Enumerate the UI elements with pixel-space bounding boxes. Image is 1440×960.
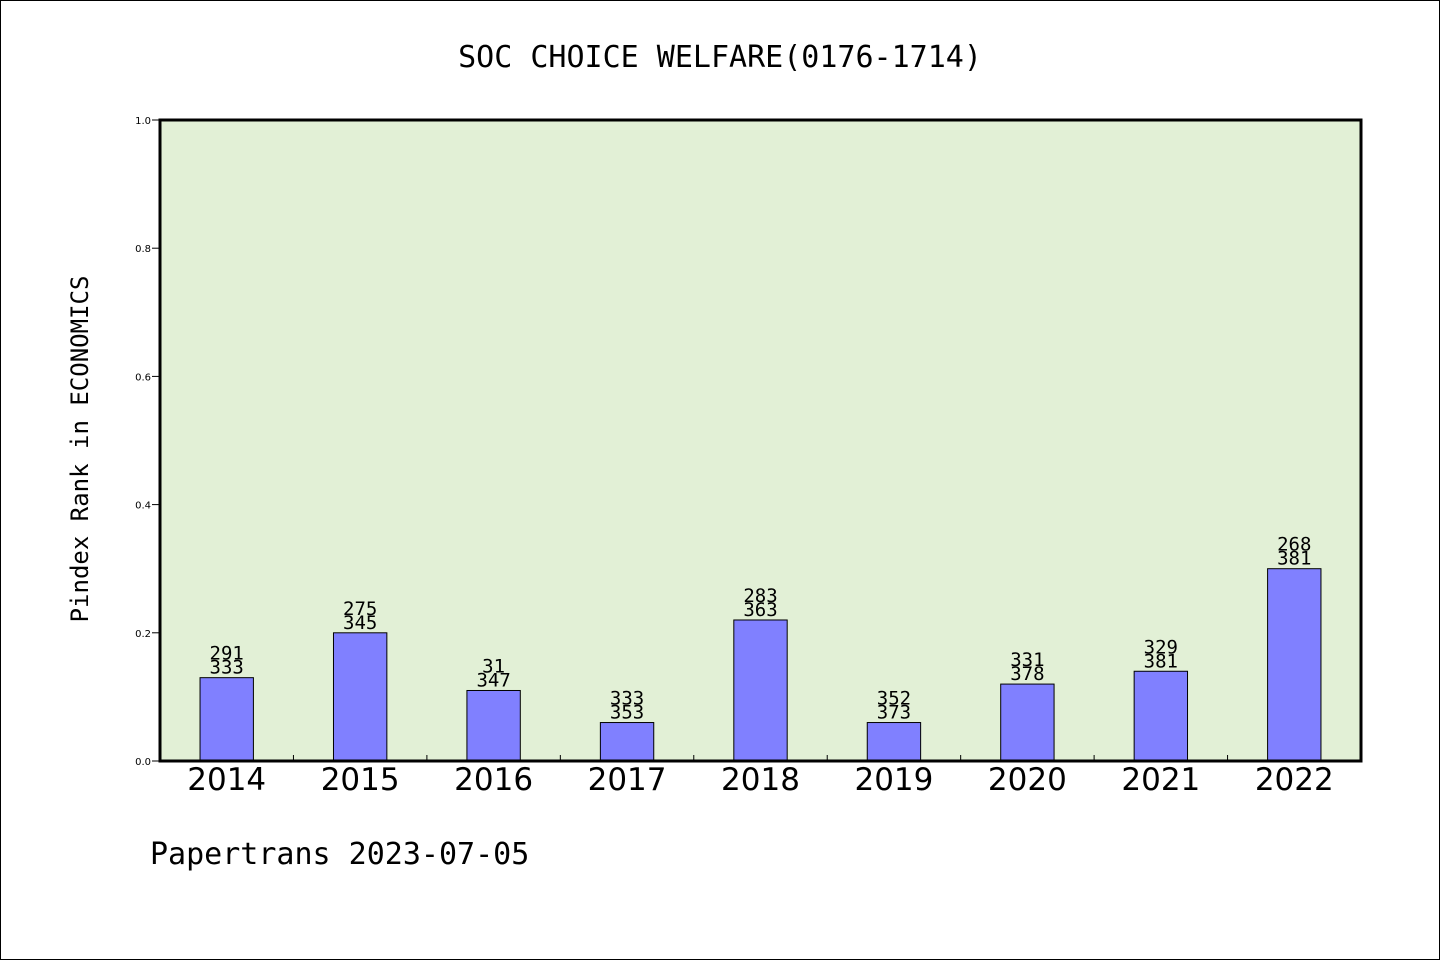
bar bbox=[1133, 670, 1189, 762]
x-tick-label: 2016 bbox=[454, 762, 533, 798]
bar-label-bottom: 381 bbox=[1144, 650, 1178, 672]
y-tick-label: 1.0 bbox=[135, 116, 151, 127]
y-tick-label: 0.8 bbox=[135, 244, 151, 255]
bar-label-top: 352 bbox=[877, 688, 911, 710]
bar-label-top: 291 bbox=[210, 643, 244, 665]
x-tick-label: 2020 bbox=[988, 762, 1067, 798]
bar-label-bottom: 345 bbox=[343, 612, 377, 634]
bar-label-bottom: 378 bbox=[1010, 663, 1044, 685]
bar bbox=[1000, 683, 1055, 762]
x-tick-label: 2018 bbox=[721, 762, 800, 798]
bar-label-bottom: 381 bbox=[1277, 548, 1311, 570]
y-tick-label: 0.2 bbox=[135, 629, 151, 640]
bar-label-top: 275 bbox=[343, 598, 377, 620]
bar-label-bottom: 333 bbox=[210, 657, 244, 679]
plot-border bbox=[158, 118, 1363, 763]
x-tick-label: 2019 bbox=[854, 762, 933, 798]
chart-title: SOC CHOICE WELFARE(0176-1714) bbox=[458, 40, 982, 75]
y-tick-label: 0.4 bbox=[135, 501, 151, 512]
x-tick-label: 2015 bbox=[321, 762, 400, 798]
bar bbox=[866, 722, 922, 762]
x-tick-label: 2021 bbox=[1121, 762, 1200, 798]
y-tick-label: 0.6 bbox=[135, 372, 151, 383]
x-axis: 2014 2015 2016 2017 2018 2019 2020 2021 2022 bbox=[187, 755, 1334, 798]
bar-label-top: 329 bbox=[1144, 636, 1178, 658]
bar bbox=[332, 632, 388, 762]
bar-label-top: 283 bbox=[743, 585, 777, 607]
bar-label-top: 333 bbox=[610, 688, 644, 710]
y-tick-label: 0.0 bbox=[135, 757, 151, 768]
bar-label-bottom: 363 bbox=[743, 599, 777, 621]
bar-label-top: 31 bbox=[482, 655, 505, 677]
bars: 2913332753453134733335328336335237333137… bbox=[199, 534, 1322, 762]
y-axis-label: Pindex Rank in ECONOMICS bbox=[66, 276, 94, 623]
x-tick-label: 2022 bbox=[1255, 762, 1334, 798]
bar-label-bottom: 373 bbox=[877, 702, 911, 724]
bar bbox=[1267, 568, 1322, 762]
bar-label-top: 268 bbox=[1277, 534, 1311, 556]
bar bbox=[466, 689, 521, 762]
x-tick-label: 2014 bbox=[187, 762, 266, 798]
bar bbox=[599, 722, 655, 762]
bar-label-bottom: 347 bbox=[476, 669, 510, 691]
x-tick-label: 2017 bbox=[588, 762, 667, 798]
bar-label-top: 331 bbox=[1010, 649, 1044, 671]
bar bbox=[733, 619, 788, 762]
bar bbox=[199, 677, 254, 762]
bar-label-bottom: 353 bbox=[610, 702, 644, 724]
y-axis: 0.0 0.2 0.4 0.6 0.8 1.0 bbox=[135, 116, 160, 768]
footer-source-date: Papertrans 2023-07-05 bbox=[150, 837, 529, 872]
